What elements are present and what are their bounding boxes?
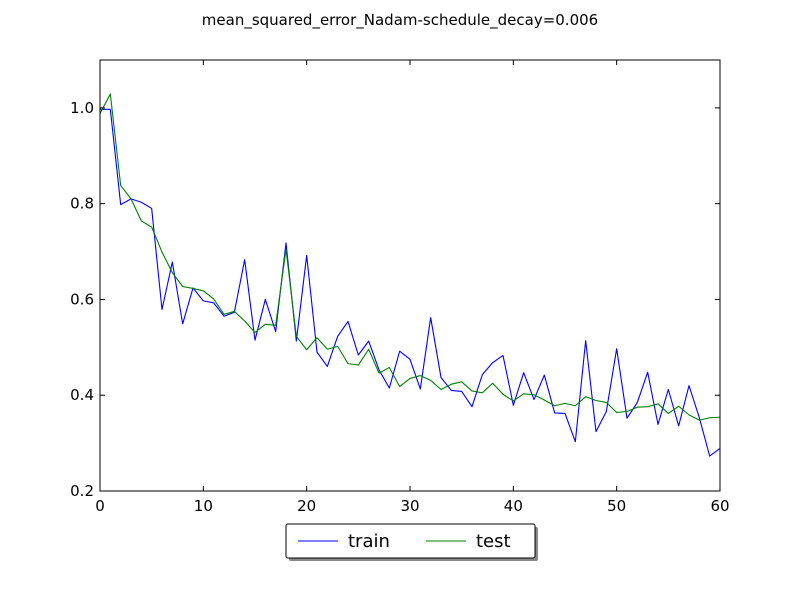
y-tick-label: 0.4 bbox=[70, 386, 94, 404]
series-line-test bbox=[99, 93, 721, 421]
legend: train test bbox=[285, 523, 538, 561]
y-tick-label: 0.6 bbox=[70, 290, 94, 308]
series-layer bbox=[99, 93, 721, 457]
series-line-train bbox=[100, 108, 721, 457]
x-tick-label: 0 bbox=[95, 497, 105, 515]
axes: 0 10 20 30 40 50 60 0.2 0.4 0.6 0.8 1.0 bbox=[70, 59, 730, 515]
chart-title: mean_squared_error_Nadam-schedule_decay=… bbox=[202, 11, 598, 30]
x-tick-label: 60 bbox=[710, 497, 729, 515]
x-tick-label: 50 bbox=[607, 497, 626, 515]
plot-area bbox=[100, 60, 720, 491]
legend-label-train: train bbox=[348, 531, 390, 552]
y-tick-label: 1.0 bbox=[70, 99, 94, 117]
x-tick-label: 40 bbox=[504, 497, 523, 515]
y-tick-label: 0.8 bbox=[70, 195, 94, 213]
x-tick-label: 30 bbox=[400, 497, 419, 515]
x-tick-label: 20 bbox=[297, 497, 316, 515]
x-tick-label: 10 bbox=[194, 497, 213, 515]
plot-background bbox=[100, 60, 720, 491]
legend-label-test: test bbox=[476, 531, 511, 552]
legend-box bbox=[285, 523, 536, 559]
y-tick-label: 0.2 bbox=[70, 482, 94, 500]
